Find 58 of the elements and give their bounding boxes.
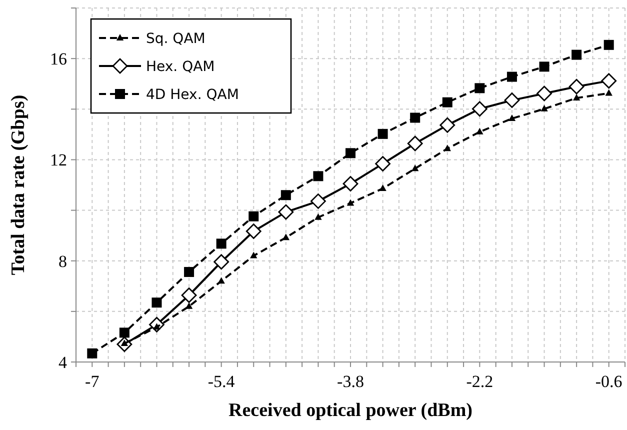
point (508, 114, 516, 121)
point (474, 83, 485, 94)
point (313, 171, 324, 182)
point (444, 144, 451, 152)
point (442, 97, 452, 108)
point (572, 50, 582, 60)
point (218, 277, 225, 284)
point (314, 213, 322, 220)
point (216, 238, 226, 249)
point (601, 73, 617, 89)
point (407, 136, 423, 152)
y-axis-title: Total data rate (Gbps) (8, 94, 29, 276)
x-tick-label: -3.8 (337, 372, 364, 391)
point (246, 224, 262, 239)
x-axis-title: Received optical power (dBm) (228, 400, 472, 421)
y-tick-label: 8 (58, 252, 67, 271)
point (184, 266, 194, 277)
legend-label: Sq. QAM (146, 31, 206, 47)
point (119, 328, 130, 338)
point (476, 128, 484, 134)
point (539, 62, 550, 72)
y-tick-label: 4 (58, 353, 68, 372)
x-tick-label: -0.6 (595, 372, 622, 391)
point (410, 112, 420, 123)
point (504, 92, 520, 108)
point (181, 288, 197, 303)
point (87, 348, 98, 358)
point (540, 104, 548, 112)
point (604, 40, 614, 50)
point (280, 190, 291, 200)
point (440, 117, 456, 133)
x-tick-label: -5.4 (208, 372, 236, 391)
point (342, 176, 358, 192)
x-tick-label: -7 (85, 372, 100, 391)
y-tick-label: 12 (50, 150, 67, 170)
x-tick-label: -2.2 (466, 372, 494, 391)
point (411, 164, 419, 172)
point (346, 148, 356, 158)
point (605, 89, 612, 96)
point (378, 128, 388, 139)
point (310, 193, 326, 209)
point (536, 86, 552, 102)
point (568, 78, 584, 94)
point (152, 298, 162, 308)
legend-label: 4D Hex. QAM (146, 87, 239, 103)
point (282, 234, 290, 240)
point (214, 254, 230, 270)
point (250, 252, 258, 258)
y-tick-label: 16 (50, 50, 67, 69)
legend-label: Hex. QAM (146, 59, 215, 75)
point (346, 199, 354, 206)
point (506, 72, 517, 82)
point (472, 101, 488, 117)
point (248, 211, 259, 222)
point (375, 156, 390, 172)
point (379, 184, 386, 192)
point (572, 94, 580, 101)
point (278, 204, 294, 220)
